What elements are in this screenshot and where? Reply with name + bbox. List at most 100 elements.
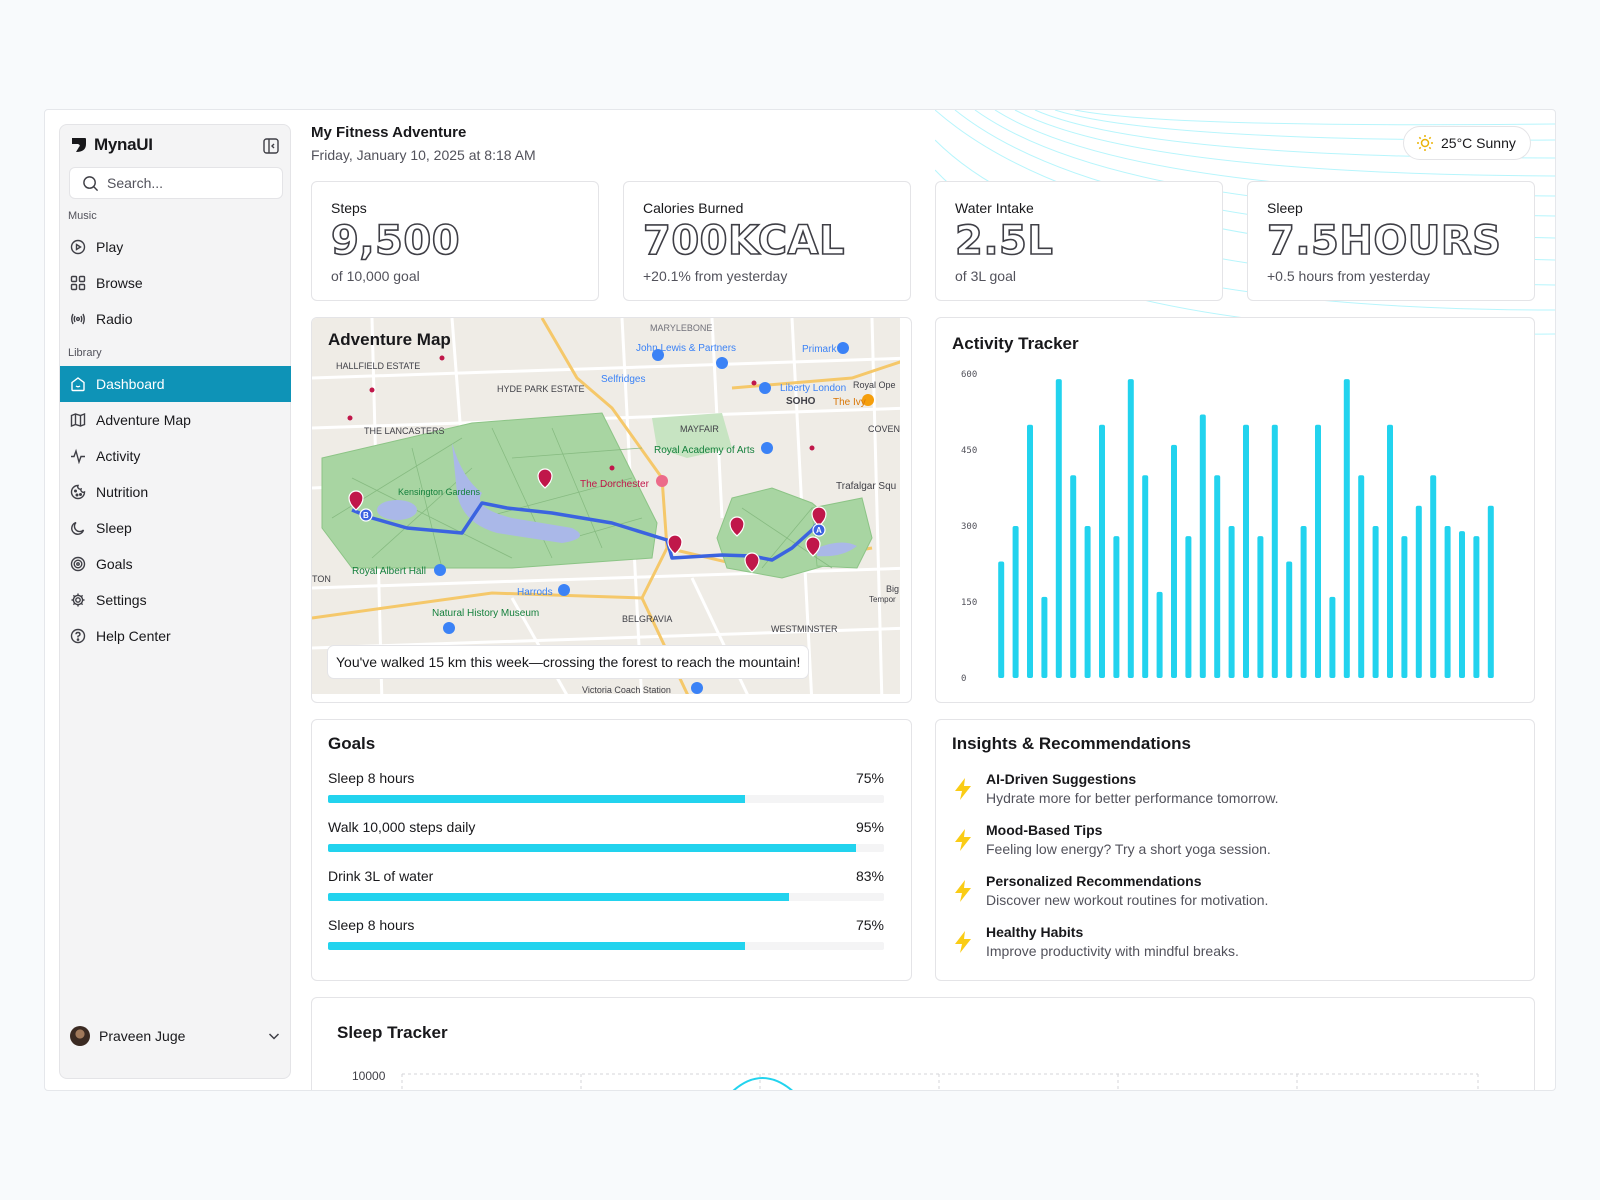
search-box[interactable] xyxy=(69,167,283,199)
map-label: Kensington Gardens xyxy=(398,487,481,497)
map-canvas[interactable]: B A MARYLEBONE HALLFIELD ESTATE John Lew… xyxy=(312,318,900,694)
insight-item: Personalized Recommendations Discover new… xyxy=(952,873,1512,913)
map-label: Victoria Coach Station xyxy=(582,685,671,694)
adventure-map-card: B A MARYLEBONE HALLFIELD ESTATE John Lew… xyxy=(311,317,912,703)
insight-description: Discover new workout routines for motiva… xyxy=(986,892,1269,908)
map-label: MAYFAIR xyxy=(680,424,719,434)
nav-item-activity[interactable]: Activity xyxy=(60,438,291,474)
play-icon xyxy=(70,239,86,255)
map-label: Liberty London xyxy=(780,383,846,394)
map-label: Royal Academy of Arts xyxy=(654,445,755,456)
stat-label: Water Intake xyxy=(955,200,1034,216)
map-label: THE LANCASTERS xyxy=(364,426,445,436)
goal-progress-fill xyxy=(328,893,790,901)
nav-item-goals[interactable]: Goals xyxy=(60,546,291,582)
activity-bar xyxy=(1012,526,1019,678)
map-title: Adventure Map xyxy=(328,330,451,349)
activity-bar xyxy=(1315,424,1321,678)
goal-percent: 75% xyxy=(855,917,884,933)
insight-title: Healthy Habits xyxy=(986,924,1084,940)
activity-bar xyxy=(1041,596,1048,678)
insight-description: Hydrate more for better performance tomo… xyxy=(986,790,1279,806)
map-label: SOHO xyxy=(786,396,816,407)
brand-logo[interactable]: MynaUI xyxy=(70,135,153,155)
activity-bar xyxy=(1084,526,1091,678)
activity-bar xyxy=(1415,505,1422,678)
gear-icon xyxy=(71,593,85,607)
activity-bar xyxy=(1473,536,1480,678)
goal-percent: 83% xyxy=(855,868,884,884)
goal-progress-fill xyxy=(328,844,857,852)
map-label: WESTMINSTER xyxy=(771,624,838,634)
sidebar-collapse-icon[interactable] xyxy=(262,137,280,155)
activity-bar xyxy=(1171,444,1177,678)
activity-tracker-card: Activity Tracker 600 450 300 150 0 xyxy=(935,317,1535,703)
y-tick-label: 150 xyxy=(961,598,977,608)
nav-item-sleep[interactable]: Sleep xyxy=(60,510,291,546)
y-tick-label: 450 xyxy=(961,446,977,456)
activity-title: Activity Tracker xyxy=(952,334,1079,353)
nav-item-adventure-map[interactable]: Adventure Map xyxy=(60,402,291,438)
map-label: Primark xyxy=(802,344,837,355)
calories-card: Calories Burned 700KCAL +20.1% from yest… xyxy=(623,181,911,301)
route-end-label: B xyxy=(363,511,369,520)
moon-icon xyxy=(71,521,85,535)
user-menu[interactable]: Praveen Juge xyxy=(70,1023,282,1049)
map-label: Selfridges xyxy=(601,374,645,385)
weather-text: 25°C Sunny xyxy=(1441,135,1516,151)
nav-item-label: Goals xyxy=(96,556,133,572)
sleep-card: Sleep 7.5HOURS +0.5 hours from yesterday xyxy=(1247,181,1535,301)
nav-item-dashboard[interactable]: Dashboard xyxy=(60,366,291,402)
stat-label: Sleep xyxy=(1267,200,1303,216)
stat-subtext: +20.1% from yesterday xyxy=(643,268,788,284)
activity-bar xyxy=(1070,475,1077,678)
nav-item-settings[interactable]: Settings xyxy=(60,582,291,618)
sleep-tracker-card: Sleep Tracker 10000 xyxy=(311,997,1535,1090)
route-start-label: A xyxy=(816,526,822,535)
nav-item-label: Nutrition xyxy=(96,484,149,500)
nav-item-help-center[interactable]: Help Center xyxy=(60,618,291,654)
music-nav: Play Browse Radio xyxy=(60,229,291,337)
map-label: Big xyxy=(886,584,899,594)
insight-item: Mood-Based Tips Feeling low energy? Try a… xyxy=(952,822,1512,862)
lightning-bolt-icon xyxy=(955,931,971,953)
insights-card: Insights & Recommendations AI-Driven Sug… xyxy=(935,719,1535,981)
nav-item-radio[interactable]: Radio xyxy=(60,301,291,337)
activity-bar xyxy=(1199,414,1206,678)
goal-progress-fill xyxy=(328,795,745,803)
nav-item-play[interactable]: Play xyxy=(60,229,291,265)
goal-progress-track xyxy=(328,844,884,852)
map-label: The Ivy xyxy=(833,397,866,408)
activity-bar xyxy=(1444,526,1451,678)
nav-item-label: Settings xyxy=(96,592,147,608)
activity-bar xyxy=(1142,475,1149,678)
activity-bar xyxy=(1099,424,1105,678)
stat-subtext: of 10,000 goal xyxy=(331,268,420,284)
water-intake-card: Water Intake 2.5L of 3L goal xyxy=(935,181,1223,301)
page-date: Friday, January 10, 2025 at 8:18 AM xyxy=(311,147,536,163)
search-input[interactable] xyxy=(107,175,277,191)
activity-bar xyxy=(1228,526,1235,678)
goal-percent: 95% xyxy=(855,819,884,835)
activity-bar xyxy=(1372,526,1379,678)
activity-bar xyxy=(1214,475,1221,678)
map-icon xyxy=(70,412,86,428)
nav-item-nutrition[interactable]: Nutrition xyxy=(60,474,291,510)
map-label: TON xyxy=(312,574,331,584)
activity-bar xyxy=(1113,536,1120,678)
activity-bar xyxy=(1027,424,1033,678)
map-label: John Lewis & Partners xyxy=(636,343,736,354)
goal-row: Sleep 8 hours 75% xyxy=(328,770,884,786)
nav-item-browse[interactable]: Browse xyxy=(60,265,291,301)
library-nav: Dashboard Adventure Map Activity Nutriti… xyxy=(60,366,291,654)
stat-label: Steps xyxy=(331,200,367,216)
insight-description: Improve productivity with mindful breaks… xyxy=(986,943,1239,959)
sleep-tracker-title: Sleep Tracker xyxy=(337,1023,448,1042)
activity-icon xyxy=(71,448,85,464)
activity-bar-chart: 600 450 300 150 0 xyxy=(961,370,1494,684)
insight-title: Mood-Based Tips xyxy=(986,822,1103,838)
activity-bar xyxy=(1185,536,1192,678)
cookie-icon xyxy=(70,484,86,500)
radio-icon xyxy=(71,313,85,325)
activity-bar xyxy=(1358,475,1365,678)
